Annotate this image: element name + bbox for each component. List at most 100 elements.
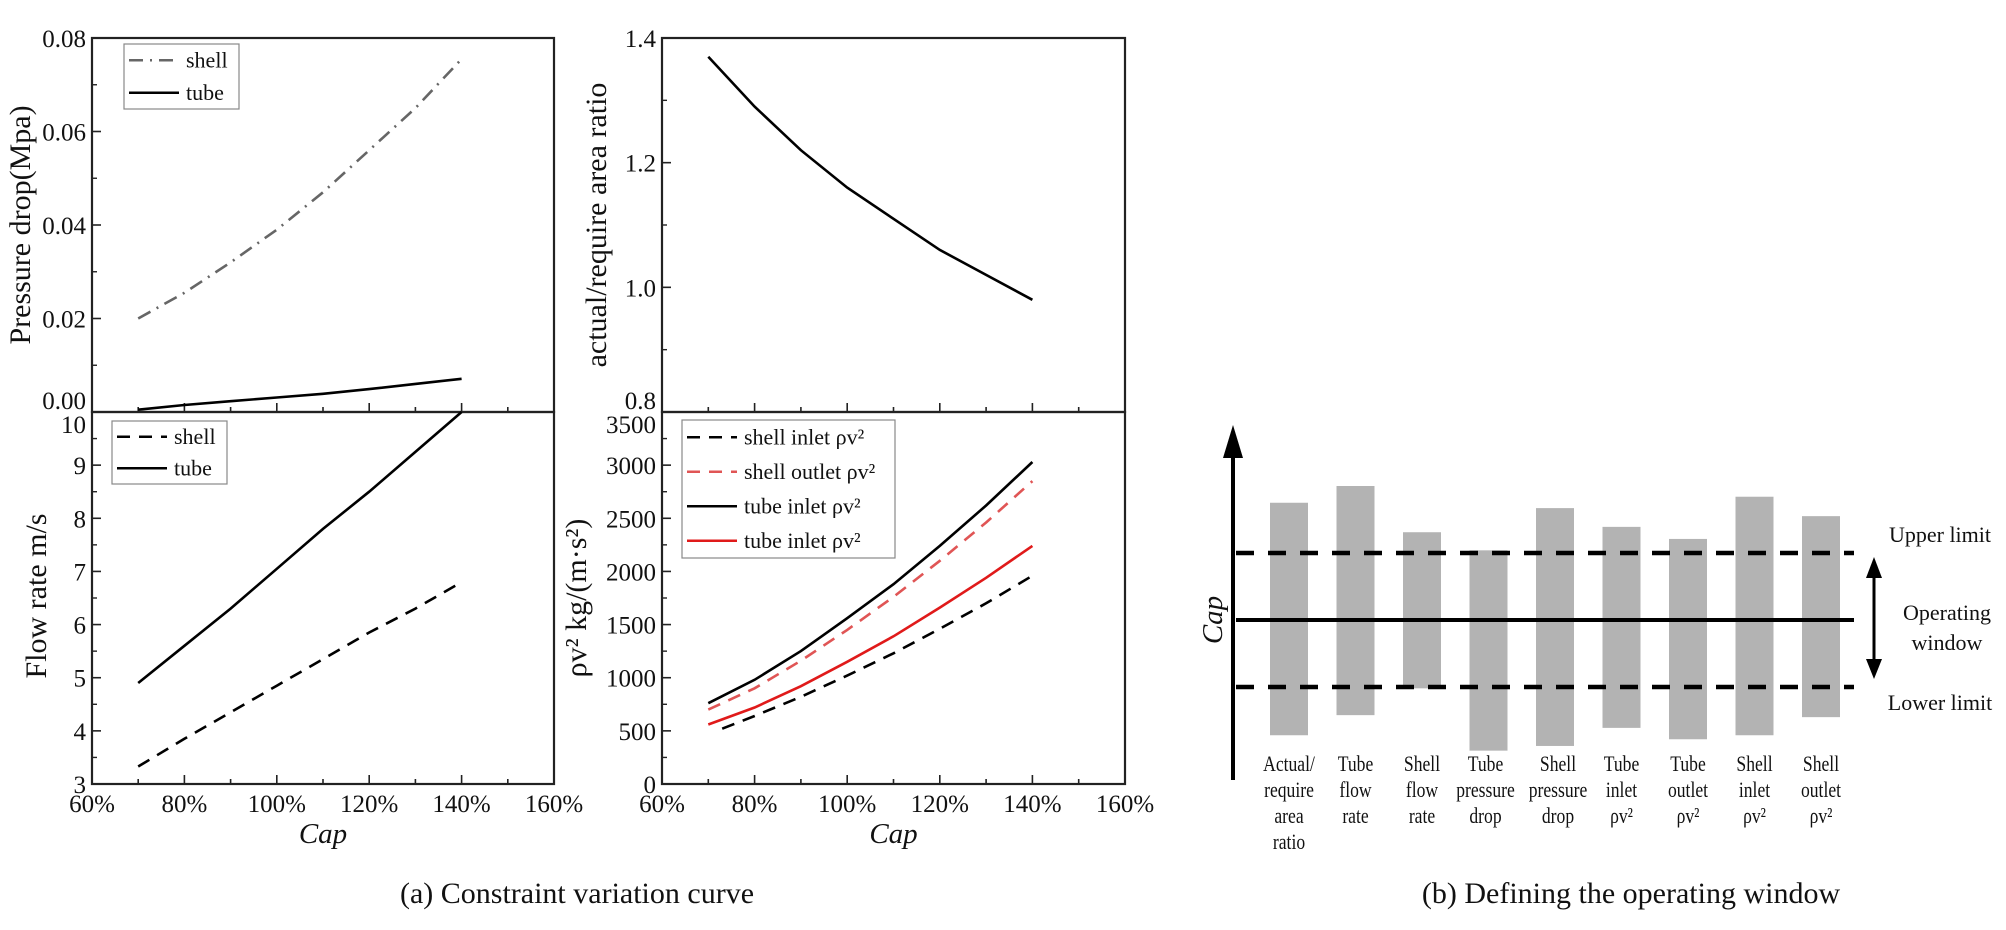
constraint-label: inlet — [1606, 778, 1638, 802]
chart-panel-2: 60% 80% 100% 120% 140% 160% 3 4 5 6 7 8 9 10 Flow rate… — [20, 410, 583, 850]
x-axis-title: Cap — [869, 818, 917, 850]
constraint-label: Tube — [1604, 752, 1640, 776]
arrow-up-icon — [1866, 557, 1882, 578]
y-tick-label: 3 — [74, 772, 87, 799]
legend-label: shell outlet ρv² — [744, 459, 876, 484]
constraint-label: Actual/ — [1263, 752, 1315, 776]
y-tick-label: 1500 — [606, 613, 656, 640]
legend-label: tube — [186, 80, 224, 105]
constraint-label: Shell — [1540, 752, 1577, 776]
y-tick-label: 0.08 — [42, 26, 86, 53]
chart-panel-3: 60% 80% 100% 120% 140% 160% 0 500 1000 1500 2000 25… — [560, 410, 1154, 850]
constraint-label: area — [1274, 804, 1303, 828]
legend-label: shell — [174, 424, 216, 449]
constraint-bar — [1336, 486, 1375, 716]
constraint-label: Tube — [1338, 752, 1374, 776]
constraint-bar — [1469, 550, 1508, 751]
y-tick-label: 8 — [74, 506, 87, 533]
y-tick-label: 2500 — [606, 506, 656, 533]
y-tick-label: 6 — [74, 613, 87, 640]
x-axis-title: Cap — [299, 818, 347, 850]
legend-label: shell — [186, 47, 228, 72]
y-tick-label: 0.02 — [42, 307, 86, 334]
caption-b: (b) Defining the operating window — [1422, 877, 1841, 910]
y-tick-label: 0.8 — [625, 388, 656, 415]
chart-panel-1: 0.8 1.0 1.2 1.4 actual/require area ratio — [580, 26, 1127, 415]
constraint-label: inlet — [1739, 778, 1771, 802]
y-tick-label: 7 — [74, 559, 87, 586]
y-axis-title: actual/require area ratio — [580, 83, 613, 368]
series-line-2 — [707, 461, 1034, 705]
constraint-bar — [1735, 496, 1774, 736]
x-tick-label: 140% — [432, 791, 490, 818]
constraint-label: Shell — [1736, 752, 1773, 776]
x-tick-label: 60% — [69, 791, 115, 818]
series-line-1 — [707, 480, 1034, 711]
panel-b-operating-window: CapActual/requirearearatioTubeflowrateSh… — [1197, 425, 1992, 855]
y-tick-label: 1.4 — [625, 26, 657, 53]
legend-label: tube — [174, 455, 212, 480]
caption-a: (a) Constraint variation curve — [400, 877, 754, 910]
constraint-label: Shell — [1803, 752, 1840, 776]
series-line-1 — [138, 377, 462, 411]
constraint-label: rate — [1342, 804, 1368, 828]
arrow-down-icon — [1866, 659, 1882, 679]
legend-label: tube inlet ρv² — [744, 528, 861, 553]
constraint-label: ratio — [1273, 830, 1305, 854]
legend-label: shell inlet ρv² — [744, 424, 865, 449]
constraint-label: pressure — [1529, 778, 1588, 802]
constraint-bar — [1536, 508, 1574, 746]
y-tick-label: 3500 — [606, 412, 656, 439]
y-axis-title: ρv² kg/(m·s²) — [560, 519, 593, 678]
chart-panel-0: 0.00 0.02 0.04 0.06 0.08 Pressure drop(Mpa) sh… — [4, 26, 556, 415]
upper-limit-label: Upper limit — [1889, 522, 1991, 547]
x-tick-label: 140% — [1003, 791, 1061, 818]
constraint-label: ρv² — [1610, 804, 1633, 828]
constraint-label: flow — [1406, 778, 1439, 802]
constraint-bar — [1602, 526, 1641, 728]
constraint-label: drop — [1542, 804, 1574, 828]
y-tick-label: 3000 — [606, 453, 656, 480]
series-line-1 — [137, 411, 463, 685]
legend: shell tube — [123, 43, 240, 110]
y-tick-label: 9 — [74, 453, 87, 480]
series-line-3 — [707, 544, 1034, 726]
constraint-label: Tube — [1468, 752, 1504, 776]
constraint-label: flow — [1339, 778, 1372, 802]
arrow-up-icon — [1223, 425, 1243, 458]
constraint-bar — [1669, 538, 1707, 740]
constraint-label: pressure — [1456, 778, 1515, 802]
x-tick-label: 80% — [732, 791, 778, 818]
y-tick-label: 1.0 — [625, 275, 656, 302]
constraint-bar — [1802, 516, 1840, 718]
y-tick-label: 4 — [74, 719, 87, 746]
cap-axis-label: Cap — [1197, 596, 1229, 644]
y-tick-label: 0 — [644, 772, 657, 799]
y-tick-label: 0.04 — [42, 213, 86, 240]
legend-box — [681, 419, 896, 559]
y-tick-label: 500 — [619, 719, 657, 746]
lower-limit-label: Lower limit — [1888, 690, 1992, 715]
legend-label: tube inlet ρv² — [744, 493, 861, 518]
panel-a-charts: 0.00 0.02 0.04 0.06 0.08 Pressure drop(Mpa) sh… — [4, 26, 1154, 850]
x-tick-label: 120% — [911, 791, 969, 818]
x-tick-label: 160% — [525, 791, 583, 818]
series-line-0 — [137, 58, 463, 320]
y-axis-title: Flow rate m/s — [20, 514, 53, 679]
y-tick-label: 1000 — [606, 666, 656, 693]
x-tick-label: 60% — [639, 791, 685, 818]
y-tick-label: 10 — [61, 412, 86, 439]
legend: shell inlet ρv² shell outlet ρv² tube inle… — [681, 419, 896, 559]
operating-window-label: Operating — [1903, 600, 1991, 625]
x-tick-label: 160% — [1096, 791, 1154, 818]
y-axis-title: Pressure drop(Mpa) — [4, 105, 37, 344]
series-line-0 — [707, 55, 1034, 301]
constraint-bar — [1403, 532, 1441, 689]
series-line-0 — [137, 580, 463, 768]
y-tick-label: 0.00 — [42, 388, 86, 415]
x-tick-label: 100% — [818, 791, 876, 818]
constraint-label: require — [1264, 778, 1314, 802]
plot-frame — [660, 36, 1127, 414]
constraint-label: drop — [1469, 804, 1501, 828]
